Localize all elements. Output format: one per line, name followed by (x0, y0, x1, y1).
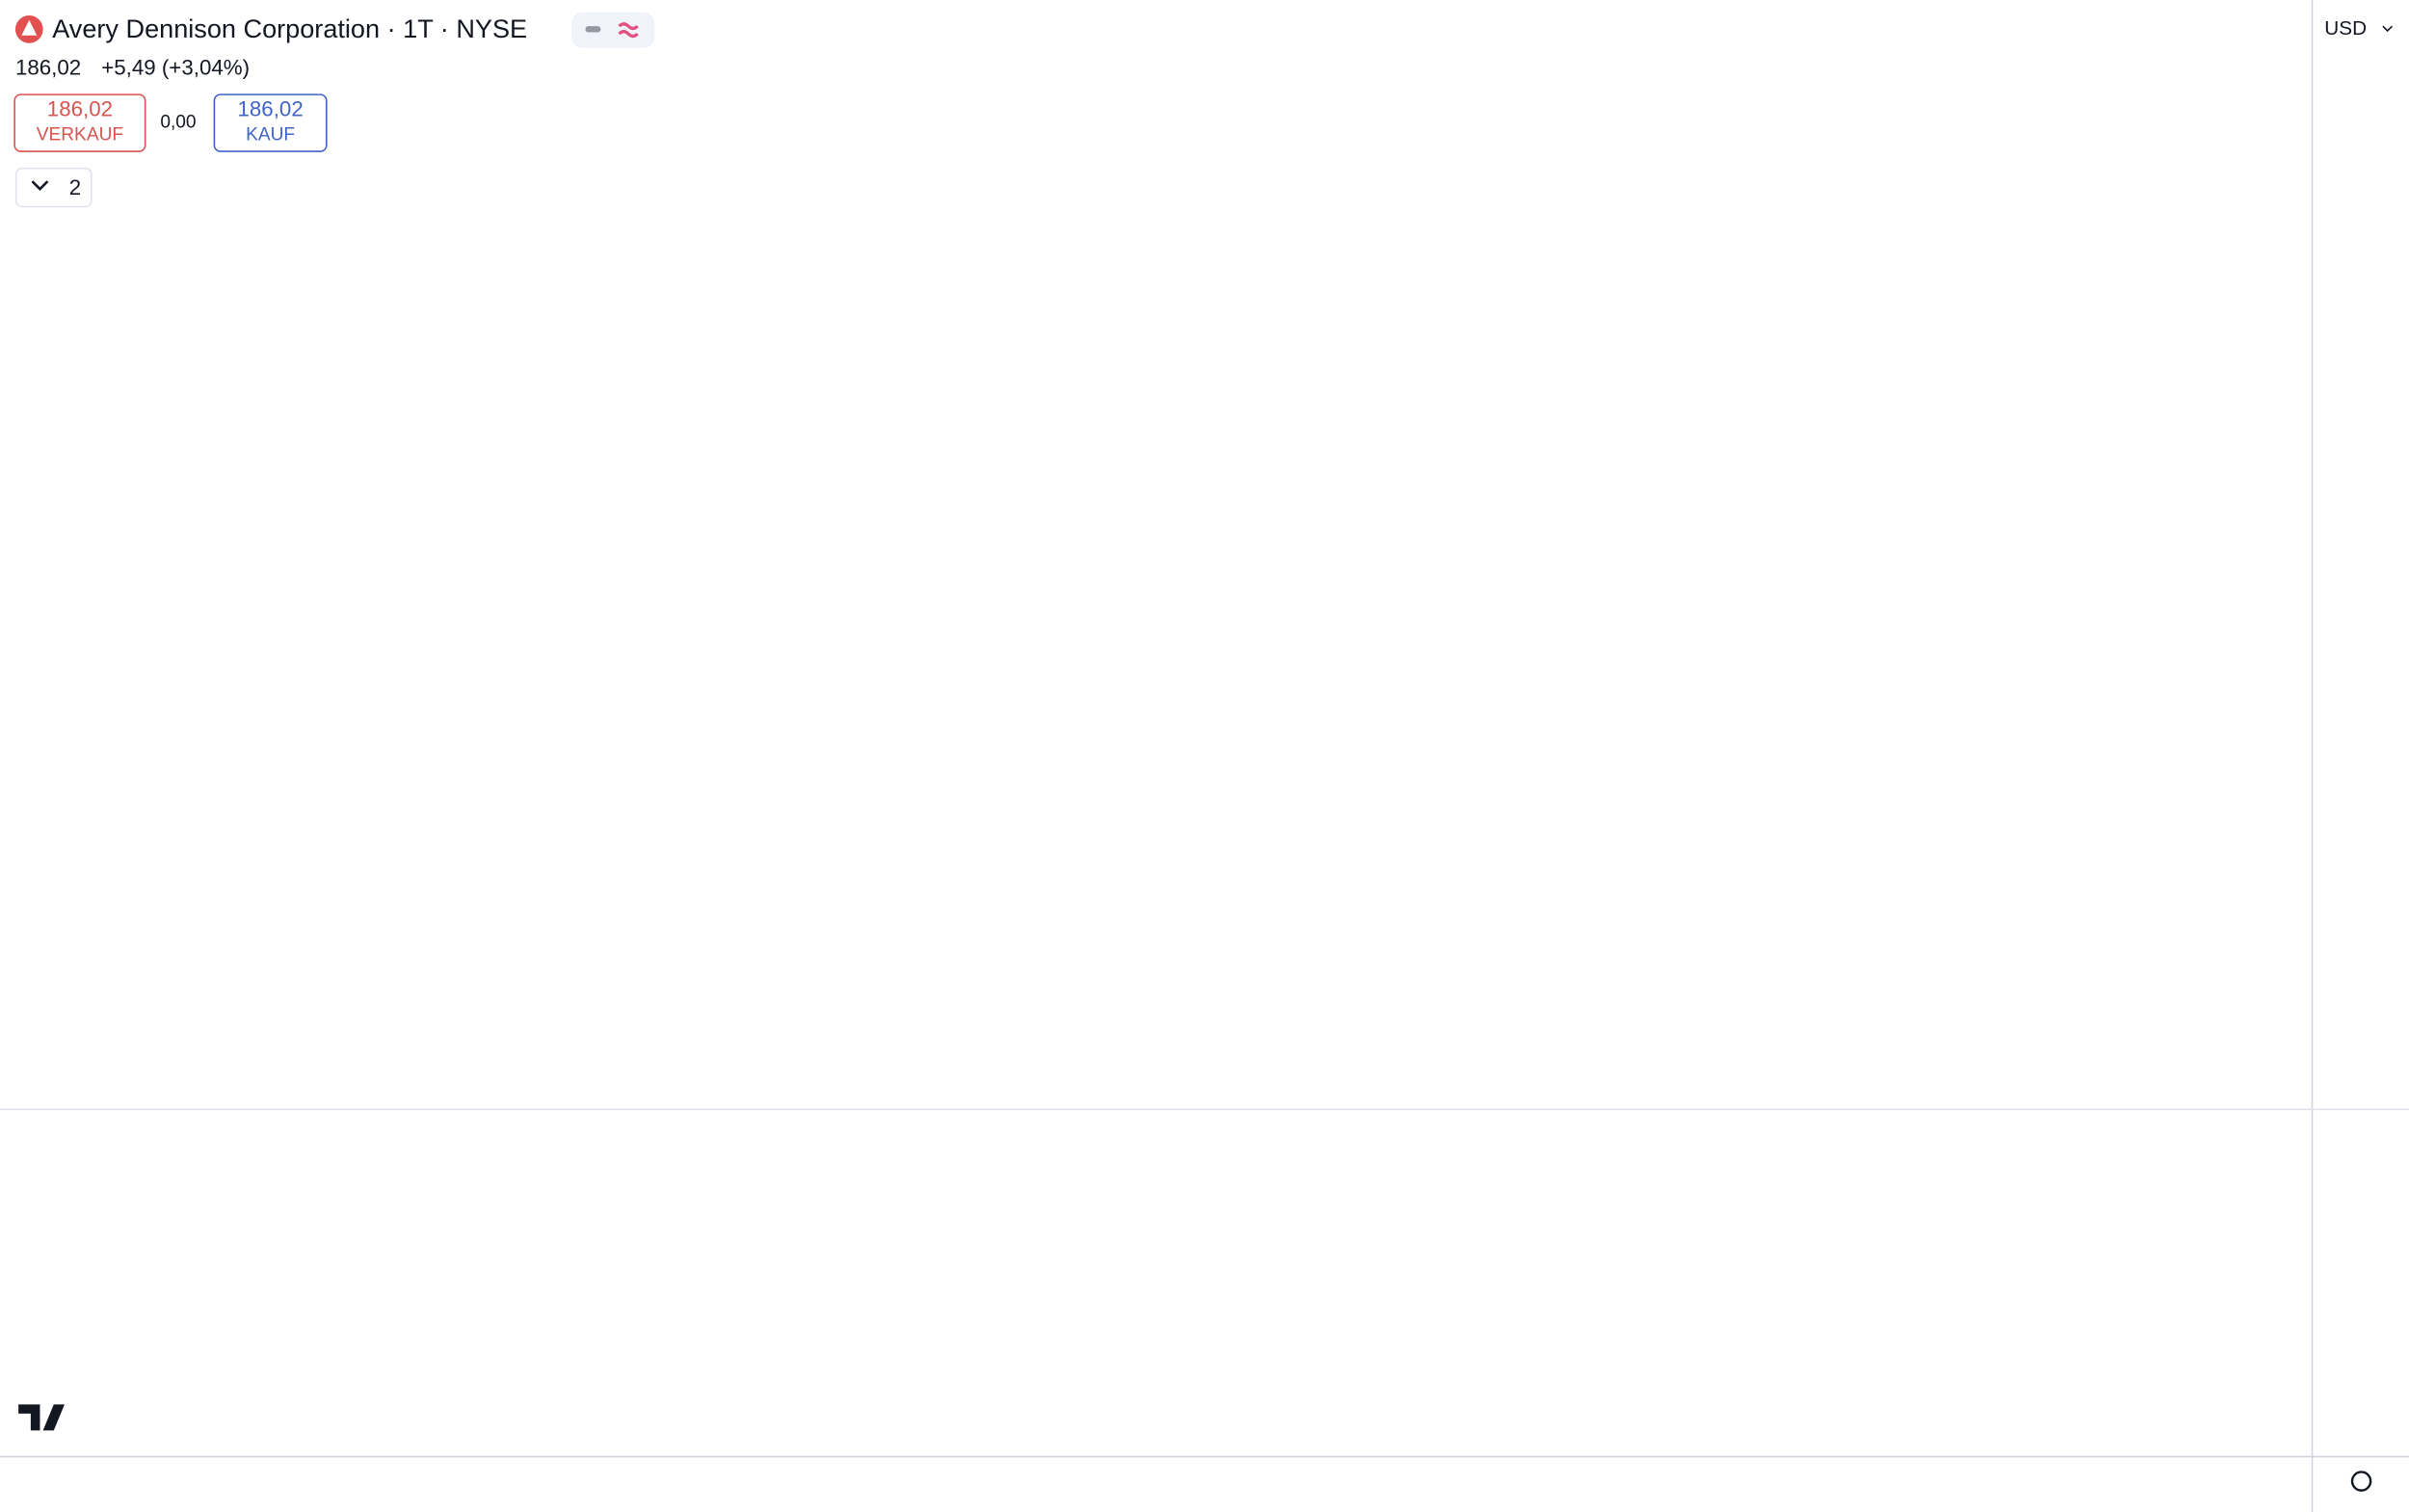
sell-button[interactable] (13, 93, 146, 152)
buy-price: 186,02 (237, 97, 303, 121)
chevron (31, 180, 49, 191)
currency[interactable]: USD (2324, 17, 2367, 40)
sell-price: 186,02 (47, 97, 113, 121)
indicator-count: 2 (69, 175, 81, 199)
tv-logo (18, 1404, 65, 1431)
currency-chevron (2382, 25, 2394, 33)
icon-minus (585, 26, 601, 33)
buy-button[interactable] (213, 93, 328, 152)
last-price: 186,02 (15, 56, 81, 80)
settings-icon[interactable] (2350, 1471, 2372, 1492)
symbol-title: Avery Dennison Corporation · 1T · NYSE (52, 13, 527, 43)
price-change: +5,49 (+3,04%) (101, 56, 250, 80)
logo-mark (21, 19, 38, 36)
indicator-toggle[interactable] (14, 167, 93, 208)
icon-wave (618, 22, 639, 39)
toggle-buttons[interactable] (571, 12, 655, 48)
sell-label: VERKAUF (37, 124, 123, 145)
spread: 0,00 (160, 113, 196, 133)
buy-label: KAUF (246, 124, 295, 145)
